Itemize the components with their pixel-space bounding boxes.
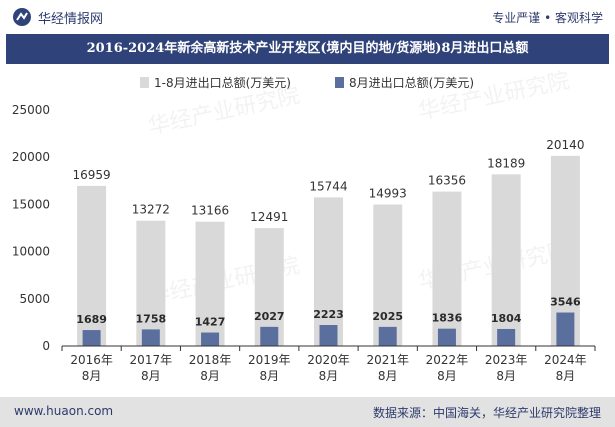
- y-tick-label: 5000: [19, 292, 50, 306]
- bar-series1-value: 16356: [428, 174, 466, 188]
- bar-series2: [556, 312, 575, 346]
- bar-series1-value: 20140: [546, 138, 584, 152]
- bar-series2: [82, 330, 101, 346]
- bar-series2-value: 2223: [313, 308, 344, 321]
- top-bar: 华经情报网 专业严谨 • 客观科学: [0, 0, 615, 34]
- x-tick-label: 2024年 8月: [544, 353, 587, 383]
- legend-swatch-2: [335, 77, 344, 88]
- slogan: 专业严谨 • 客观科学: [492, 11, 603, 25]
- y-tick-label: 25000: [12, 103, 50, 117]
- logo-icon: [13, 8, 31, 26]
- x-tick-label: 2019年 8月: [248, 353, 291, 383]
- bar-series1: [254, 228, 284, 346]
- bar-series2-value: 3546: [550, 296, 581, 309]
- bar-series2: [319, 325, 338, 346]
- x-tick-label: 2018年 8月: [189, 353, 232, 383]
- bar-series1: [136, 220, 166, 346]
- bar-series2-value: 1689: [76, 313, 107, 326]
- bar-series2-value: 1804: [491, 312, 522, 325]
- bar-series2-value: 1836: [432, 312, 463, 325]
- bar-chart: 华经产业研究院华经产业研究院华经产业研究院华经产业研究院 1-8月进出口总额(万…: [12, 68, 596, 383]
- bar-series2: [201, 332, 220, 346]
- legend-swatch-1: [140, 77, 149, 88]
- bar-series1: [373, 204, 403, 346]
- bar-series1-value: 12491: [250, 210, 288, 224]
- y-tick-label: 15000: [12, 197, 50, 211]
- website-link[interactable]: www.huaon.com: [14, 404, 114, 418]
- data-source: 数据来源：中国海关，华经产业研究院整理: [372, 406, 601, 420]
- bar-series2-value: 1758: [136, 312, 167, 325]
- bar-series2-value: 2025: [372, 310, 403, 323]
- y-tick-label: 0: [42, 339, 50, 353]
- legend: 1-8月进出口总额(万美元) 8月进出口总额(万美元): [140, 76, 474, 90]
- y-tick-label: 20000: [12, 150, 50, 164]
- title-bar: 2016-2024年新余高新技术产业开发区(境内目的地/货源地)8月进出口总额: [6, 34, 609, 64]
- y-tick-label: 10000: [12, 245, 50, 259]
- watermark-text: 华经产业研究院: [146, 83, 302, 139]
- x-tick-label: 2023年 8月: [485, 353, 528, 383]
- x-tick-label: 2017年 8月: [130, 353, 173, 383]
- bar-series2: [378, 326, 397, 346]
- bar-series2: [497, 328, 516, 346]
- y-axis: 0 5000 10000 15000 20000 25000: [12, 103, 50, 353]
- bar-series1: [77, 185, 107, 346]
- brand[interactable]: 华经情报网: [12, 7, 103, 27]
- x-tick-label: 2016年 8月: [70, 353, 113, 383]
- x-tick-label: 2022年 8月: [426, 353, 469, 383]
- bar-series1: [195, 221, 225, 346]
- x-tick-label: 2020年 8月: [307, 353, 350, 383]
- bar-series1-value: 13166: [191, 204, 229, 218]
- x-axis: 2016年 8月 2017年 8月 2018年 8月 2019年 8月 2020年 8月 2021年…: [61, 345, 596, 383]
- bar-series2: [141, 329, 160, 346]
- x-tick-label: 2021年 8月: [366, 353, 409, 383]
- bar-series1-value: 16959: [73, 168, 111, 182]
- bars: 16959 1689 13272 1758 13166 1427 12491 2027 1574…: [73, 138, 584, 346]
- bar-series1-value: 15744: [309, 179, 347, 193]
- bar-series1: [432, 191, 462, 346]
- legend-label-1: 1-8月进出口总额(万美元): [154, 76, 291, 90]
- bar-series1: [491, 174, 521, 346]
- brand-name: 华经情报网: [38, 11, 104, 27]
- bar-series1-value: 13272: [132, 203, 170, 217]
- footer: www.huaon.com 数据来源：中国海关，华经产业研究院整理: [0, 397, 615, 427]
- bar-series2-value: 1427: [195, 316, 226, 329]
- bar-series1: [314, 197, 343, 346]
- bar-series1-value: 18189: [487, 156, 525, 170]
- bar-series2-value: 2027: [254, 310, 285, 323]
- bar-series2: [437, 328, 456, 346]
- bar-series2: [260, 326, 279, 346]
- bar-series1-value: 14993: [369, 186, 407, 200]
- legend-label-2: 8月进出口总额(万美元): [349, 76, 474, 90]
- chart-title: 2016-2024年新余高新技术产业开发区(境内目的地/货源地)8月进出口总额: [86, 41, 529, 56]
